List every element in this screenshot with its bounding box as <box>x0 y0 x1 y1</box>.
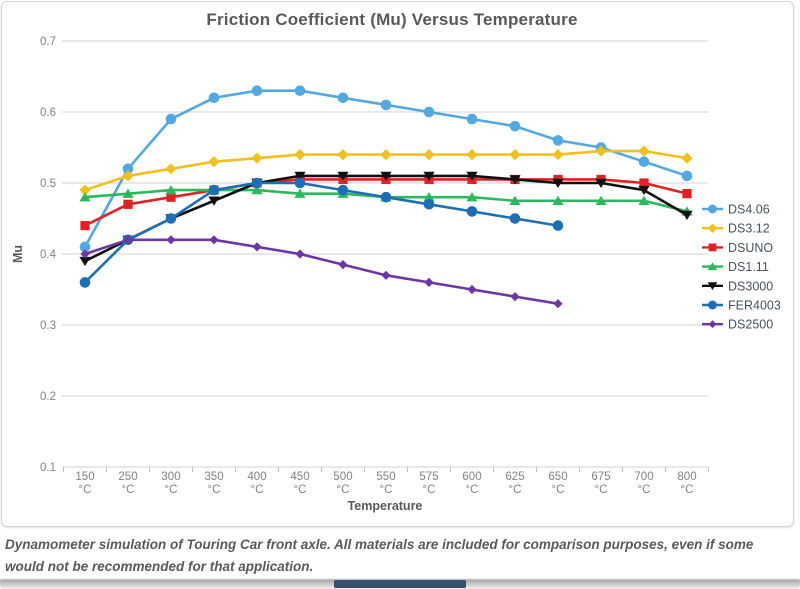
x-tick-label: 300 °C <box>161 471 180 496</box>
chart-caption: Dynamometer simulation of Touring Car fr… <box>5 537 754 574</box>
legend: DS4.06 DS3.12 DSUNO DS1.11 DS3000 FER4003 DS25… <box>702 203 781 332</box>
horizontal-scrollbar-thumb[interactable] <box>334 580 466 588</box>
x-tick-label: 800 °C <box>677 471 696 496</box>
x-tick-label: 600 °C <box>462 471 481 496</box>
horizontal-scrollbar-track[interactable] <box>0 578 800 589</box>
legend-item-ds1-11: DS1.11 <box>702 260 769 274</box>
series-ds3-12 <box>79 145 693 196</box>
x-tick-label: 450 °C <box>290 471 309 496</box>
legend-item-ds2500: DS2500 <box>702 318 773 332</box>
x-tick-label: 625 °C <box>505 471 524 496</box>
legend-item-ds3000: DS3000 <box>702 279 773 293</box>
x-tick-label: 650 °C <box>548 471 567 496</box>
x-tick-label: 575 °C <box>419 471 438 496</box>
x-tick-label: 250 °C <box>118 471 137 496</box>
y-tick-label: 0.5 <box>40 178 56 190</box>
x-tick-label: 675 °C <box>591 471 610 496</box>
legend-label: DS3000 <box>728 279 773 293</box>
series-ds4-06 <box>79 85 693 253</box>
y-tick-label: 0.1 <box>40 462 56 474</box>
chart-title: Friction Coefficient (Mu) Versus Tempera… <box>206 10 578 29</box>
y-tick-label: 0.2 <box>40 391 56 403</box>
series-fer4003 <box>79 177 564 288</box>
chart-card: Friction Coefficient (Mu) Versus Tempera… <box>1 1 794 527</box>
y-tick-label: 0.4 <box>40 249 57 261</box>
legend-item-fer4003: FER4003 <box>702 299 781 313</box>
y-tick-label: 0.6 <box>40 107 56 119</box>
legend-label: FER4003 <box>728 299 781 313</box>
x-axis-title: Temperature <box>348 499 423 513</box>
x-tick-label: 500 °C <box>333 471 352 496</box>
legend-label: DS2500 <box>728 318 773 332</box>
legend-label: DS4.06 <box>728 203 770 217</box>
x-tick-label: 400 °C <box>247 471 266 496</box>
y-axis-title: Mu <box>11 245 25 263</box>
y-tick-label: 0.3 <box>40 320 56 332</box>
series-ds2500 <box>80 235 563 309</box>
y-tick-label: 0.7 <box>40 36 56 48</box>
x-tick-label: 550 °C <box>376 471 395 496</box>
legend-label: DSUNO <box>728 241 773 255</box>
legend-label: DS1.11 <box>728 260 769 274</box>
legend-item-ds3-12: DS3.12 <box>702 222 770 236</box>
x-tick-label: 150 °C <box>75 471 94 496</box>
x-tick-label: 700 °C <box>634 471 653 496</box>
x-tick-label: 350 °C <box>204 471 223 496</box>
legend-label: DS3.12 <box>728 222 770 236</box>
legend-item-ds4-06: DS4.06 <box>702 203 770 217</box>
legend-item-dsuno: DSUNO <box>702 241 773 255</box>
x-axis: 150 °C 250 °C 300 °C 350 °C 400 °C 450 °C 500 °C 550 °C… <box>63 467 709 496</box>
friction-chart: 0.1 0.2 0.3 0.4 0.5 0.6 0.7 150 °C 250 °C 300 °C 350 °… <box>11 36 781 513</box>
